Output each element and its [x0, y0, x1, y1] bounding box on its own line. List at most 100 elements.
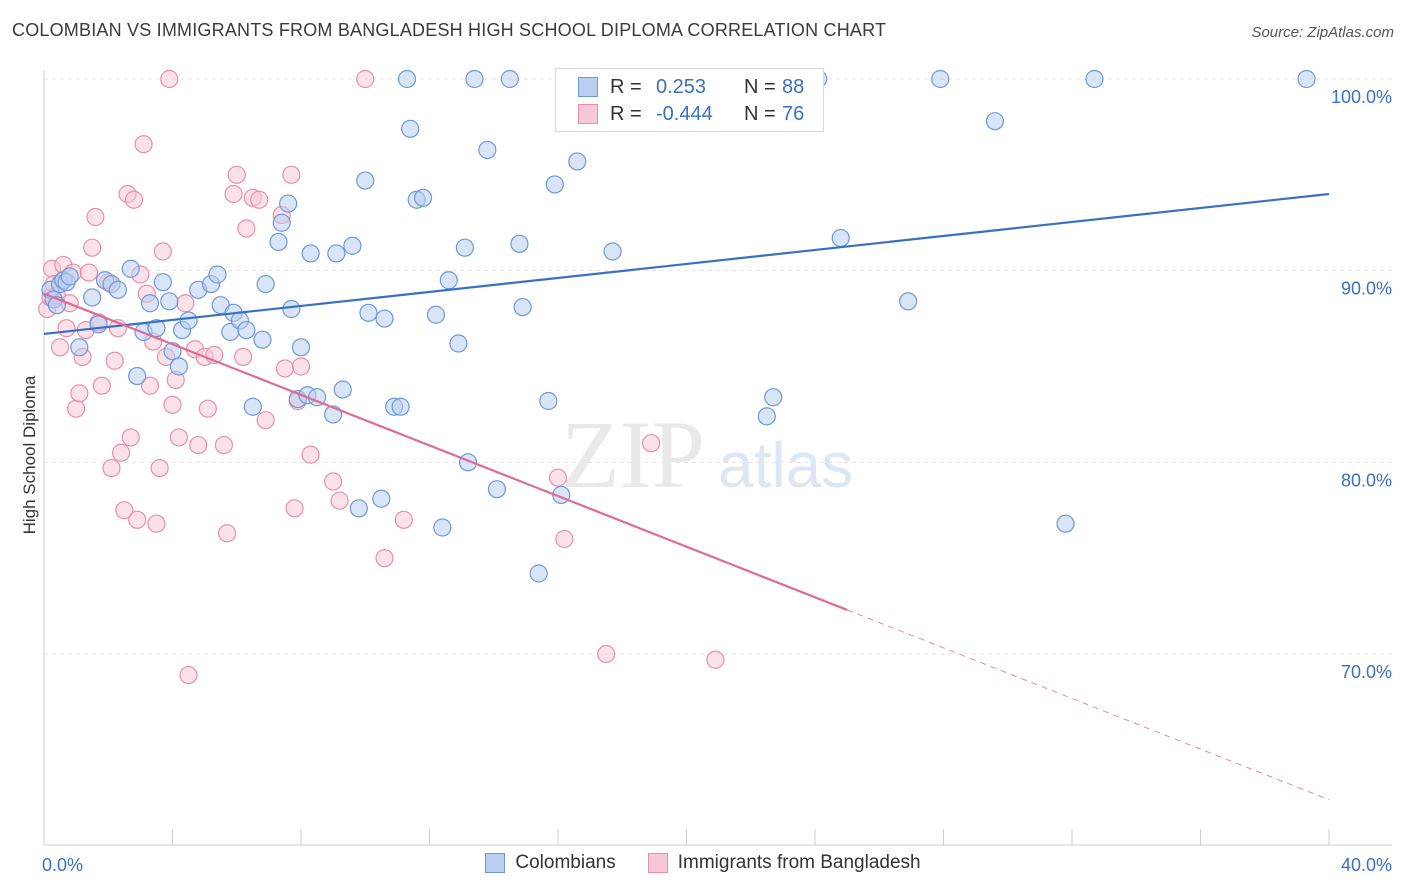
- point-colombians: [603, 242, 622, 261]
- tick-labels: 70.0% 80.0% 90.0% 100.0% 0.0% 40.0%: [42, 87, 1392, 875]
- point-bangladesh: [275, 359, 295, 378]
- point-colombians: [401, 119, 420, 138]
- point-bangladesh: [375, 549, 394, 568]
- point-bangladesh: [86, 207, 105, 227]
- point-bangladesh: [301, 445, 320, 464]
- point-bangladesh: [128, 510, 147, 529]
- point-bangladesh: [548, 468, 568, 487]
- point-colombians: [539, 391, 558, 411]
- legend-label-colombians: Colombians: [515, 852, 616, 873]
- legend-swatch-pink: [647, 853, 668, 873]
- series-bangladesh-points: [38, 69, 725, 685]
- legend-r-label: R =: [610, 102, 642, 125]
- point-bangladesh: [147, 514, 166, 533]
- point-bangladesh: [150, 458, 169, 478]
- y-tick-label: 70.0%: [1341, 662, 1392, 682]
- series-colombians-points: [41, 69, 1316, 583]
- point-bangladesh: [163, 395, 182, 414]
- point-bangladesh: [153, 242, 172, 261]
- point-colombians: [831, 228, 850, 248]
- point-colombians: [487, 480, 507, 499]
- point-colombians: [291, 338, 311, 357]
- point-bangladesh: [330, 491, 349, 510]
- point-colombians: [160, 292, 179, 311]
- watermark: ZIP atlas: [561, 401, 853, 508]
- point-colombians: [60, 267, 79, 286]
- point-colombians: [169, 357, 189, 376]
- legend-r-value-colombians: 0.253: [656, 75, 707, 98]
- point-colombians: [455, 238, 474, 257]
- point-colombians: [153, 273, 172, 292]
- series-legend: Colombians Immigrants from Bangladesh: [0, 852, 1406, 874]
- legend-n-value-colombians: 88: [782, 75, 805, 98]
- point-colombians: [243, 397, 262, 416]
- point-bangladesh: [555, 529, 574, 549]
- trend-line-bangladesh-extrapolated: [846, 609, 1330, 801]
- legend-swatch-blue: [485, 853, 506, 873]
- legend-swatch-blue: [578, 77, 598, 97]
- point-colombians: [439, 271, 458, 290]
- point-colombians: [253, 330, 272, 349]
- source-credit: Source: ZipAtlas.com: [1251, 24, 1394, 41]
- point-colombians: [397, 69, 417, 89]
- point-bangladesh: [124, 190, 144, 209]
- point-colombians: [764, 388, 783, 407]
- legend-n-label: N =: [744, 102, 776, 125]
- point-bangladesh: [706, 650, 725, 669]
- point-bangladesh: [160, 69, 179, 89]
- point-bangladesh: [282, 165, 301, 184]
- point-colombians: [899, 292, 918, 311]
- point-colombians: [343, 236, 362, 255]
- point-bangladesh: [115, 501, 134, 520]
- point-colombians: [333, 380, 352, 399]
- point-colombians: [108, 280, 127, 299]
- y-axis-label: High School Diploma: [20, 375, 39, 535]
- point-bangladesh: [176, 294, 195, 313]
- point-bangladesh: [237, 219, 256, 238]
- legend-row-bangladesh: R = -0.444 N = 76: [578, 100, 804, 128]
- legend-item-bangladesh[interactable]: Immigrants from Bangladesh: [647, 852, 921, 874]
- point-colombians: [545, 175, 564, 194]
- point-colombians: [179, 311, 198, 330]
- point-bangladesh: [179, 665, 198, 685]
- legend-r-label: R =: [610, 75, 642, 98]
- point-colombians: [478, 140, 497, 160]
- point-colombians: [301, 244, 320, 263]
- y-tick-label: 80.0%: [1341, 470, 1392, 490]
- point-colombians: [282, 299, 301, 319]
- point-colombians: [279, 194, 298, 213]
- point-colombians: [147, 319, 166, 338]
- point-bangladesh: [105, 351, 124, 370]
- point-colombians: [121, 259, 140, 278]
- point-bangladesh: [597, 644, 616, 664]
- point-colombians: [140, 294, 160, 313]
- point-bangladesh: [250, 190, 269, 209]
- point-bangladesh: [169, 428, 189, 447]
- point-bangladesh: [102, 458, 121, 478]
- point-colombians: [1056, 514, 1075, 533]
- point-colombians: [372, 489, 391, 508]
- legend-item-colombians[interactable]: Colombians: [485, 852, 616, 874]
- point-colombians: [757, 407, 776, 426]
- point-bangladesh: [50, 338, 70, 357]
- axes: [43, 70, 1392, 846]
- point-bangladesh: [67, 399, 86, 418]
- point-colombians: [208, 265, 227, 284]
- watermark-zip: ZIP: [561, 401, 705, 508]
- point-colombians: [413, 188, 433, 207]
- point-colombians: [70, 338, 89, 357]
- x-tick-label: 0.0%: [42, 855, 83, 875]
- point-colombians: [272, 213, 291, 232]
- legend-n-value-bangladesh: 76: [782, 102, 805, 125]
- point-colombians: [269, 232, 288, 252]
- point-bangladesh: [198, 399, 217, 418]
- point-bangladesh: [83, 238, 102, 257]
- point-bangladesh: [57, 319, 76, 338]
- watermark-atlas: atlas: [718, 429, 853, 501]
- point-colombians: [985, 112, 1005, 131]
- point-colombians: [391, 397, 410, 416]
- point-bangladesh: [227, 165, 246, 184]
- point-colombians: [513, 297, 532, 317]
- trend-lines: [43, 192, 1330, 801]
